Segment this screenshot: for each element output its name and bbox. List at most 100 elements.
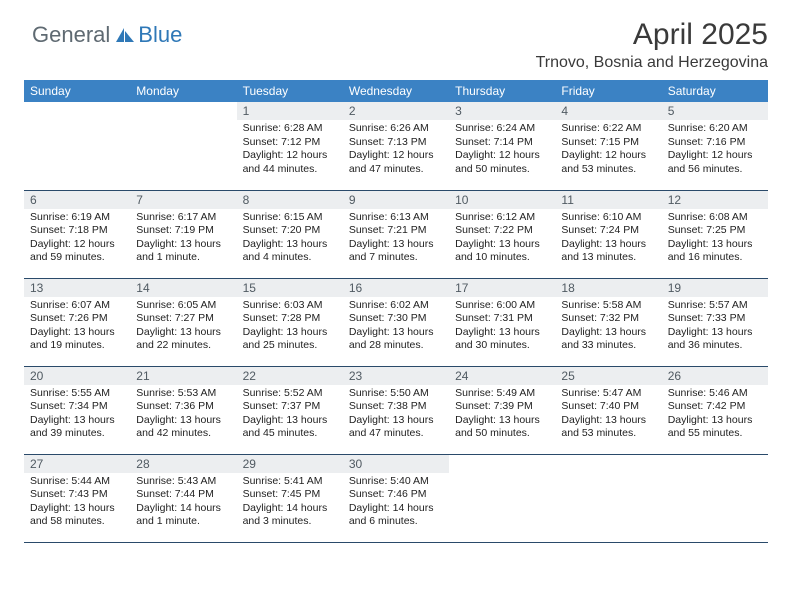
day-details: Sunrise: 6:13 AMSunset: 7:21 PMDaylight:… bbox=[343, 209, 449, 270]
daylight-text: Daylight: 13 hours and 58 minutes. bbox=[30, 502, 124, 529]
day-number-bar: 8 bbox=[237, 191, 343, 209]
weekday-header: Tuesday bbox=[237, 80, 343, 102]
sunrise-text: Sunrise: 6:03 AM bbox=[243, 299, 337, 313]
sunrise-text: Sunrise: 5:40 AM bbox=[349, 475, 443, 489]
sunrise-text: Sunrise: 5:50 AM bbox=[349, 387, 443, 401]
day-cell: 20Sunrise: 5:55 AMSunset: 7:34 PMDayligh… bbox=[24, 366, 130, 454]
daylight-text: Daylight: 13 hours and 19 minutes. bbox=[30, 326, 124, 353]
weekday-header: Thursday bbox=[449, 80, 555, 102]
sunrise-text: Sunrise: 5:43 AM bbox=[136, 475, 230, 489]
daylight-text: Daylight: 13 hours and 7 minutes. bbox=[349, 238, 443, 265]
sunset-text: Sunset: 7:38 PM bbox=[349, 400, 443, 414]
day-cell: 19 Sunrise: 5:57 AMSunset: 7:33 PMDayligh… bbox=[662, 278, 768, 366]
sunset-text: Sunset: 7:24 PM bbox=[561, 224, 655, 238]
sunset-text: Sunset: 7:13 PM bbox=[349, 136, 443, 150]
day-details: Sunrise: 6:10 AMSunset: 7:24 PMDaylight:… bbox=[555, 209, 661, 270]
day-cell: 9 Sunrise: 6:13 AMSunset: 7:21 PMDaylight… bbox=[343, 190, 449, 278]
day-cell: 6Sunrise: 6:19 AMSunset: 7:18 PMDaylight… bbox=[24, 190, 130, 278]
sunrise-text: Sunrise: 6:02 AM bbox=[349, 299, 443, 313]
daylight-text: Daylight: 13 hours and 47 minutes. bbox=[349, 414, 443, 441]
weekday-header-row: Sunday Monday Tuesday Wednesday Thursday… bbox=[24, 80, 768, 102]
day-number-bar: 3 bbox=[449, 102, 555, 120]
sunrise-text: Sunrise: 6:12 AM bbox=[455, 211, 549, 225]
sunrise-text: Sunrise: 6:13 AM bbox=[349, 211, 443, 225]
day-number: 16 bbox=[349, 281, 443, 295]
day-number-bar: 15 bbox=[237, 279, 343, 297]
day-number-bar: 28 bbox=[130, 455, 236, 473]
calendar-body: 1Sunrise: 6:28 AMSunset: 7:12 PMDaylight… bbox=[24, 102, 768, 542]
brand-text-general: General bbox=[32, 22, 110, 48]
day-cell: 3 Sunrise: 6:24 AMSunset: 7:14 PMDaylight… bbox=[449, 102, 555, 190]
daylight-text: Daylight: 13 hours and 53 minutes. bbox=[561, 414, 655, 441]
header: General Blue April 2025 Trnovo, Bosnia a… bbox=[24, 18, 768, 72]
day-details: Sunrise: 6:22 AMSunset: 7:15 PMDaylight:… bbox=[555, 120, 661, 181]
day-details: Sunrise: 5:55 AMSunset: 7:34 PMDaylight:… bbox=[24, 385, 130, 446]
day-details: Sunrise: 6:15 AMSunset: 7:20 PMDaylight:… bbox=[237, 209, 343, 270]
sail-icon bbox=[114, 26, 136, 44]
day-cell: 12Sunrise: 6:08 AMSunset: 7:25 PMDayligh… bbox=[662, 190, 768, 278]
daylight-text: Daylight: 13 hours and 4 minutes. bbox=[243, 238, 337, 265]
day-details: Sunrise: 6:20 AMSunset: 7:16 PMDaylight:… bbox=[662, 120, 768, 181]
day-number: 1 bbox=[243, 104, 337, 118]
day-number-bar: 22 bbox=[237, 367, 343, 385]
sunset-text: Sunset: 7:18 PM bbox=[30, 224, 124, 238]
daylight-text: Daylight: 14 hours and 6 minutes. bbox=[349, 502, 443, 529]
day-details: Sunrise: 5:57 AMSunset: 7:33 PMDaylight:… bbox=[662, 297, 768, 358]
day-cell: 23Sunrise: 5:50 AMSunset: 7:38 PMDayligh… bbox=[343, 366, 449, 454]
day-number: 26 bbox=[668, 369, 762, 383]
day-number: 18 bbox=[561, 281, 655, 295]
sunrise-text: Sunrise: 5:47 AM bbox=[561, 387, 655, 401]
day-number: 8 bbox=[243, 193, 337, 207]
sunset-text: Sunset: 7:16 PM bbox=[668, 136, 762, 150]
day-number-bar: 18 bbox=[555, 279, 661, 297]
day-number-bar: 29 bbox=[237, 455, 343, 473]
day-cell bbox=[662, 454, 768, 542]
day-details: Sunrise: 6:05 AMSunset: 7:27 PMDaylight:… bbox=[130, 297, 236, 358]
day-cell: 29 Sunrise: 5:41 AMSunset: 7:45 PMDayligh… bbox=[237, 454, 343, 542]
day-number-bar: 14 bbox=[130, 279, 236, 297]
day-details: Sunrise: 6:19 AMSunset: 7:18 PMDaylight:… bbox=[24, 209, 130, 270]
day-number: 28 bbox=[136, 457, 230, 471]
day-cell: 11Sunrise: 6:10 AMSunset: 7:24 PMDayligh… bbox=[555, 190, 661, 278]
day-number: 9 bbox=[349, 193, 443, 207]
weekday-header: Saturday bbox=[662, 80, 768, 102]
day-details: Sunrise: 6:24 AMSunset: 7:14 PMDaylight:… bbox=[449, 120, 555, 181]
sunrise-text: Sunrise: 6:00 AM bbox=[455, 299, 549, 313]
sunset-text: Sunset: 7:46 PM bbox=[349, 488, 443, 502]
sunrise-text: Sunrise: 5:53 AM bbox=[136, 387, 230, 401]
week-row: 20Sunrise: 5:55 AMSunset: 7:34 PMDayligh… bbox=[24, 366, 768, 454]
daylight-text: Daylight: 13 hours and 28 minutes. bbox=[349, 326, 443, 353]
daylight-text: Daylight: 13 hours and 1 minute. bbox=[136, 238, 230, 265]
month-title: April 2025 bbox=[536, 18, 768, 52]
sunrise-text: Sunrise: 6:08 AM bbox=[668, 211, 762, 225]
day-number: 29 bbox=[243, 457, 337, 471]
sunset-text: Sunset: 7:40 PM bbox=[561, 400, 655, 414]
day-number: 15 bbox=[243, 281, 337, 295]
day-number-bar: 25 bbox=[555, 367, 661, 385]
day-details: Sunrise: 5:47 AMSunset: 7:40 PMDaylight:… bbox=[555, 385, 661, 446]
day-details: Sunrise: 5:43 AMSunset: 7:44 PMDaylight:… bbox=[130, 473, 236, 534]
daylight-text: Daylight: 13 hours and 10 minutes. bbox=[455, 238, 549, 265]
day-number: 3 bbox=[455, 104, 549, 118]
day-cell bbox=[555, 454, 661, 542]
sunset-text: Sunset: 7:15 PM bbox=[561, 136, 655, 150]
day-number-bar: 21 bbox=[130, 367, 236, 385]
sunrise-text: Sunrise: 5:58 AM bbox=[561, 299, 655, 313]
day-number: 19 bbox=[668, 281, 762, 295]
day-number-bar: 4 bbox=[555, 102, 661, 120]
sunrise-text: Sunrise: 6:15 AM bbox=[243, 211, 337, 225]
day-number-bar: 16 bbox=[343, 279, 449, 297]
day-cell: 30 Sunrise: 5:40 AMSunset: 7:46 PMDayligh… bbox=[343, 454, 449, 542]
day-number-bar: 5 bbox=[662, 102, 768, 120]
day-number: 5 bbox=[668, 104, 762, 118]
sunrise-text: Sunrise: 6:28 AM bbox=[243, 122, 337, 136]
daylight-text: Daylight: 12 hours and 47 minutes. bbox=[349, 149, 443, 176]
daylight-text: Daylight: 14 hours and 3 minutes. bbox=[243, 502, 337, 529]
day-number-bar: 1 bbox=[237, 102, 343, 120]
sunrise-text: Sunrise: 6:26 AM bbox=[349, 122, 443, 136]
daylight-text: Daylight: 13 hours and 50 minutes. bbox=[455, 414, 549, 441]
day-number-bar: 30 bbox=[343, 455, 449, 473]
day-details: Sunrise: 5:41 AMSunset: 7:45 PMDaylight:… bbox=[237, 473, 343, 534]
weekday-header: Sunday bbox=[24, 80, 130, 102]
day-details: Sunrise: 5:44 AMSunset: 7:43 PMDaylight:… bbox=[24, 473, 130, 534]
